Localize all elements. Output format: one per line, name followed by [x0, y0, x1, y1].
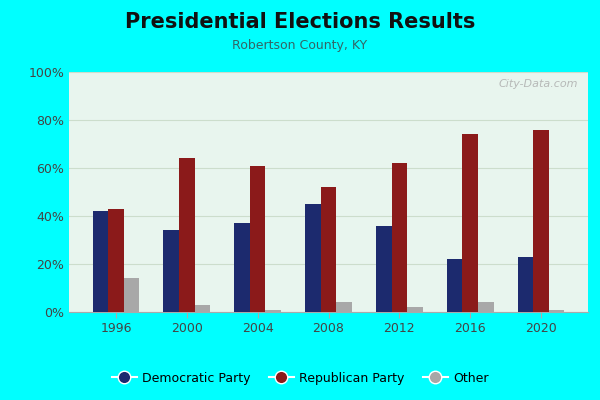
Text: Presidential Elections Results: Presidential Elections Results: [125, 12, 475, 32]
Bar: [518, 257, 533, 312]
Bar: [194, 305, 210, 312]
Legend: Democratic Party, Republican Party, Other: Democratic Party, Republican Party, Othe…: [107, 367, 493, 390]
Bar: [447, 259, 463, 312]
Bar: [92, 211, 108, 312]
Text: City-Data.com: City-Data.com: [498, 79, 578, 89]
Bar: [124, 278, 139, 312]
Bar: [234, 223, 250, 312]
Bar: [305, 204, 321, 312]
Text: Robertson County, KY: Robertson County, KY: [232, 40, 368, 52]
Bar: [321, 187, 336, 312]
Bar: [250, 166, 265, 312]
Bar: [108, 209, 124, 312]
Bar: [179, 158, 194, 312]
Bar: [392, 163, 407, 312]
Bar: [549, 310, 565, 312]
Bar: [163, 230, 179, 312]
Bar: [376, 226, 392, 312]
Bar: [533, 130, 549, 312]
Bar: [463, 134, 478, 312]
Bar: [265, 310, 281, 312]
Bar: [336, 302, 352, 312]
Bar: [478, 302, 494, 312]
Bar: [407, 307, 423, 312]
